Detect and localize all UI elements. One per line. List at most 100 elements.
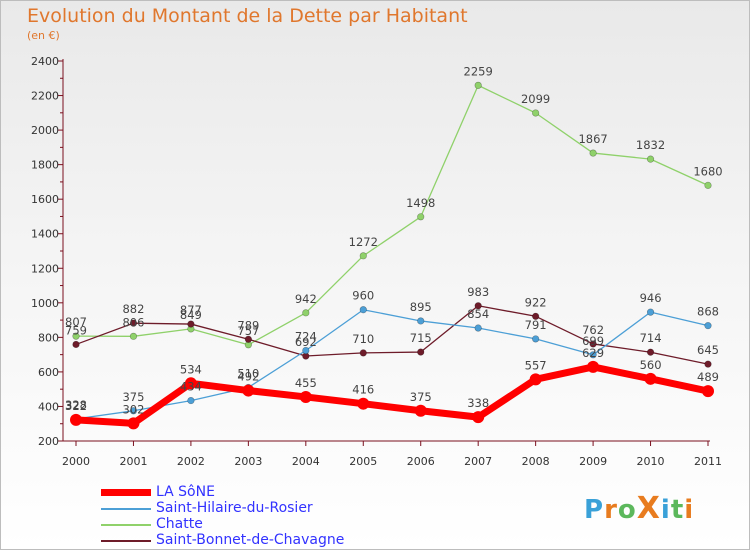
data-point xyxy=(474,302,482,310)
data-point xyxy=(532,335,540,343)
data-point xyxy=(70,413,82,426)
data-point xyxy=(414,404,427,417)
data-label: 762 xyxy=(582,323,604,337)
x-tick-label: 2004 xyxy=(292,455,320,468)
data-label: 1832 xyxy=(636,138,665,152)
data-point xyxy=(359,349,367,357)
data-point xyxy=(474,81,482,89)
data-point xyxy=(702,385,714,398)
logo-letter: X xyxy=(636,491,661,526)
data-point xyxy=(302,346,310,355)
data-label: 807 xyxy=(65,315,87,329)
data-label: 895 xyxy=(410,300,432,314)
x-tick-label: 2011 xyxy=(694,455,722,468)
data-label: 922 xyxy=(525,295,547,309)
logo-letter: P xyxy=(584,495,605,525)
data-label: 868 xyxy=(697,305,719,319)
data-label: 946 xyxy=(640,291,662,305)
y-tick-label: 1800 xyxy=(31,159,59,172)
data-label: 375 xyxy=(410,390,432,404)
data-label: 806 xyxy=(122,315,144,329)
x-tick-label: 2009 xyxy=(579,455,607,468)
data-label: 455 xyxy=(295,376,317,390)
data-label: 882 xyxy=(122,302,144,316)
data-label: 629 xyxy=(582,346,604,360)
legend-label: Saint-Hilaire-du-Rosier xyxy=(156,500,313,516)
data-point xyxy=(646,348,655,356)
data-label: 714 xyxy=(640,331,662,345)
data-point xyxy=(704,181,712,189)
data-label: 1498 xyxy=(406,196,435,210)
x-tick-label: 2000 xyxy=(62,455,90,468)
data-label: 854 xyxy=(467,307,489,321)
legend-swatch xyxy=(101,524,151,526)
data-point xyxy=(129,407,138,415)
data-point xyxy=(704,360,712,368)
data-label: 789 xyxy=(237,318,259,332)
y-tick-label: 1000 xyxy=(31,297,59,310)
y-tick-label: 1200 xyxy=(31,262,59,275)
series-line xyxy=(75,309,709,420)
data-label: 492 xyxy=(237,370,259,384)
data-label: 1272 xyxy=(349,235,378,249)
data-point xyxy=(704,322,712,330)
data-label: 560 xyxy=(640,358,662,372)
data-label: 510 xyxy=(237,366,259,380)
x-tick-label: 2008 xyxy=(522,455,550,468)
proxiti-logo: ProXiti xyxy=(584,491,694,526)
y-tick-label: 600 xyxy=(38,366,59,379)
logo-letter: t xyxy=(670,495,685,525)
data-point xyxy=(589,351,597,359)
data-point xyxy=(187,320,195,328)
logo-letter: i xyxy=(684,495,695,525)
data-label: 434 xyxy=(180,380,202,394)
data-point xyxy=(129,332,138,340)
data-point xyxy=(184,377,197,390)
data-label: 699 xyxy=(582,334,604,348)
data-point xyxy=(127,417,140,430)
data-label: 710 xyxy=(352,332,374,346)
data-label: 328 xyxy=(65,398,87,412)
data-label: 759 xyxy=(65,323,87,337)
x-tick-label: 2002 xyxy=(177,455,205,468)
data-point xyxy=(532,109,540,117)
data-point xyxy=(587,360,600,373)
data-label: 791 xyxy=(525,318,547,332)
data-label: 2259 xyxy=(464,64,493,78)
y-tick-label: 200 xyxy=(38,435,59,448)
legend-swatch xyxy=(101,489,151,496)
y-tick-label: 1600 xyxy=(31,193,59,206)
data-label: 1867 xyxy=(578,132,607,146)
x-tick-label: 2003 xyxy=(234,455,262,468)
x-tick-label: 2007 xyxy=(464,455,492,468)
data-label: 877 xyxy=(180,303,202,317)
data-point xyxy=(589,340,597,348)
data-label: 960 xyxy=(352,289,374,303)
legend-label: LA SôNE xyxy=(156,484,215,500)
data-point xyxy=(242,384,255,397)
data-point xyxy=(644,372,657,385)
legend-label: Chatte xyxy=(156,516,203,532)
y-tick-label: 400 xyxy=(38,400,59,413)
legend-swatch xyxy=(101,540,151,542)
data-point xyxy=(244,335,252,343)
data-point xyxy=(417,348,425,356)
data-label: 534 xyxy=(180,362,202,376)
data-point xyxy=(302,309,310,317)
data-label: 942 xyxy=(295,292,317,306)
data-point xyxy=(357,397,370,410)
x-tick-label: 2001 xyxy=(119,455,147,468)
data-point xyxy=(359,306,367,314)
data-label: 302 xyxy=(122,402,144,416)
data-point xyxy=(129,319,138,327)
y-tick-label: 1400 xyxy=(31,228,59,241)
data-point xyxy=(646,155,655,163)
y-tick-label: 2400 xyxy=(31,55,59,68)
logo-letter: i xyxy=(660,495,671,525)
logo-letter: o xyxy=(617,495,637,525)
data-point xyxy=(359,252,367,260)
data-label: 757 xyxy=(237,324,259,338)
data-point xyxy=(299,390,312,403)
